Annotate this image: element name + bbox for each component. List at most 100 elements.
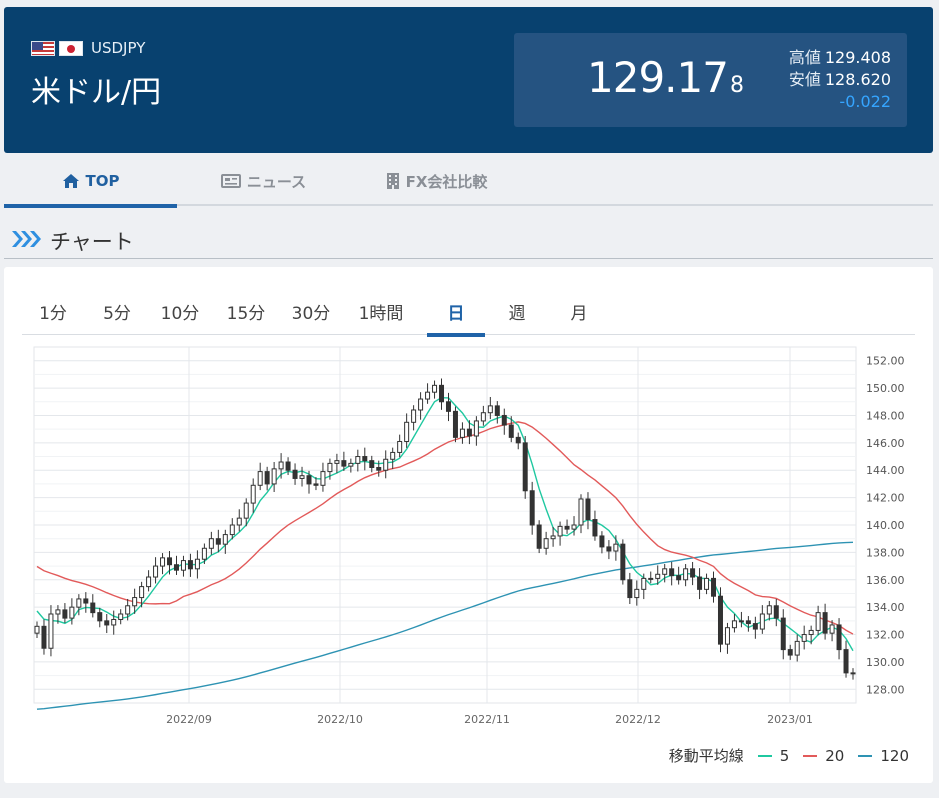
candle [822,603,828,640]
candle [83,592,89,613]
ma-120-line [36,541,854,710]
legend-swatch-20 [803,754,818,757]
legend-swatch-120 [858,754,873,757]
candle [473,416,479,446]
candle [731,614,737,633]
tab-news[interactable]: ニュース [177,156,350,206]
low-row: 安値 128.620 [789,69,891,91]
candle [697,568,703,600]
high-row: 高値 129.408 [789,47,891,69]
candle [215,529,221,553]
low-label: 安値 [788,70,821,89]
candle [306,470,312,494]
candle [104,614,110,634]
y-tick-label: 134.00 [866,601,905,614]
candle [173,555,179,575]
candle [676,566,682,585]
candle [620,539,626,585]
price-main: 129.17 [587,53,729,102]
candle [194,550,200,579]
legend-item-5: 5 [779,746,790,765]
candle [745,616,751,632]
candle [571,516,577,536]
candle [550,527,556,547]
y-tick-label: 130.00 [866,656,905,669]
candle [648,571,654,584]
candle [201,543,207,565]
price-tail: 8 [729,73,744,98]
candle [299,466,305,487]
period-30min[interactable]: 30分 [291,304,331,324]
candle [452,406,458,443]
candle [578,494,584,534]
candle [669,561,675,586]
candle [236,509,242,532]
chart-card: 1分 5分 10分 15分 30分 1時間 日 週 月 152.00 150.00… [4,267,933,783]
period-day[interactable]: 日 [427,299,485,337]
candle [55,605,61,624]
candle [599,531,605,554]
x-tick-label: 2022/10 [317,713,363,726]
candle [369,455,375,473]
candle [292,463,298,485]
y-tick-label: 128.00 [866,683,905,696]
tab-top-label: TOP [85,172,120,190]
price-change: -0.022 [839,92,891,111]
ma-20-line [36,421,854,635]
period-month[interactable]: 月 [570,304,588,324]
candle [836,618,842,660]
candle [585,492,591,530]
candle [536,520,542,554]
candle [153,557,159,584]
candle [146,570,152,592]
period-1min[interactable]: 1分 [39,304,67,324]
candle [773,598,779,627]
home-icon [62,174,79,188]
candle [69,598,75,625]
candle [208,531,214,555]
candle [41,619,47,655]
candle [480,405,486,426]
tab-fx-compare[interactable]: FX会社比較 [350,156,523,206]
price-chart[interactable]: 152.00 150.00 148.00 146.00 144.00 142.00 140.… [4,267,933,783]
period-1hour[interactable]: 1時間 [358,304,404,324]
candle [606,540,612,560]
candle [271,462,277,493]
candle [794,634,800,662]
legend-swatch-5 [757,754,772,757]
candle [466,420,472,445]
candle [118,609,124,625]
candle [250,478,256,513]
tab-news-label: ニュース [246,172,307,191]
period-15min[interactable]: 15分 [226,304,266,324]
candle [62,603,68,623]
tab-top[interactable]: TOP [4,156,177,208]
candle [704,573,710,595]
candle [76,594,82,616]
period-week[interactable]: 週 [508,304,526,324]
candle [557,521,563,546]
candle [690,561,696,586]
main-nav: TOP ニュース FX会社比較 [4,156,933,208]
legend-item-120: 120 [880,746,909,765]
candle [229,518,235,540]
legend-label: 移動平均線 [668,747,744,765]
candle [320,462,326,492]
y-tick-label: 132.00 [866,629,905,642]
quote-header: USDJPY 米ドル/円 129.178 高値 129.408 安値 128.620… [4,7,933,153]
candle [167,551,173,575]
ma-5-line [36,396,854,652]
candle [815,605,821,636]
x-tick-label: 2022/12 [615,713,661,726]
candle [592,510,598,541]
candle [738,611,744,628]
candle [285,457,291,476]
period-10min[interactable]: 10分 [160,304,200,324]
candle [508,416,514,443]
price-box: 129.178 高値 129.408 安値 128.620 -0.022 [514,33,907,127]
candle [187,553,193,577]
pair-name: 米ドル/円 [31,75,162,110]
candle [390,447,396,469]
period-5min[interactable]: 5分 [103,304,131,324]
candle [829,620,835,642]
